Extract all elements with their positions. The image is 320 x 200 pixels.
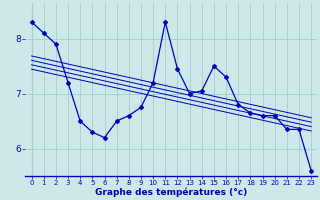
- X-axis label: Graphe des températures (°c): Graphe des températures (°c): [95, 188, 247, 197]
